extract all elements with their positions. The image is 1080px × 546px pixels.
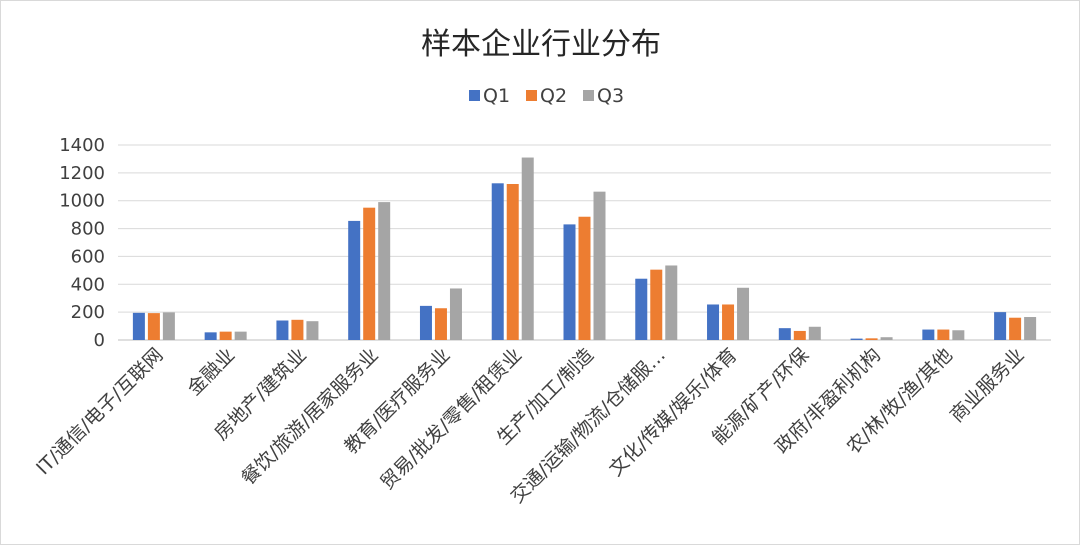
x-tick-label: 贸易/批发/零售/租赁业: [376, 344, 526, 494]
bar-q3: [880, 337, 893, 340]
x-tick-label: 金融业: [183, 344, 239, 400]
legend-swatch-q1: [469, 90, 480, 101]
y-tick-label: 600: [71, 246, 105, 267]
bar-q3: [378, 202, 391, 340]
legend: Q1 Q2 Q3: [469, 85, 624, 107]
bar-q2: [219, 331, 232, 340]
y-tick-label: 1400: [59, 135, 105, 156]
legend-label-q1: Q1: [483, 85, 510, 107]
y-axis-ticks: 0 200 400 600 800 1000 1200 1400: [59, 135, 105, 351]
bar-q2: [363, 207, 376, 340]
y-tick-label: 800: [71, 219, 105, 240]
bar-q1: [348, 220, 361, 340]
legend-swatch-q2: [526, 90, 537, 101]
bar-q2: [506, 184, 519, 340]
bar-q3: [306, 321, 319, 340]
bar-q1: [635, 278, 648, 340]
bar-q2: [147, 313, 160, 340]
bar-q2: [793, 330, 806, 340]
x-tick-label: IT/通信/电子/互联网: [32, 344, 167, 479]
legend-label-q2: Q2: [540, 85, 567, 107]
y-tick-label: 1000: [59, 191, 105, 212]
chart-title: 样本企业行业分布: [421, 27, 661, 62]
bar-q3: [449, 288, 462, 340]
bar-q1: [491, 183, 504, 340]
legend-swatch-q3: [583, 90, 594, 101]
bar-q2: [722, 304, 735, 340]
y-tick-label: 400: [71, 274, 105, 295]
bar-q1: [419, 305, 432, 340]
y-tick-label: 1200: [59, 163, 105, 184]
bar-q2: [937, 329, 950, 340]
legend-label-q3: Q3: [597, 85, 624, 107]
bar-q1: [778, 328, 791, 340]
bar-q3: [665, 265, 678, 340]
bars: [132, 157, 1037, 340]
x-axis-ticks: IT/通信/电子/互联网 金融业房地产/建筑业餐饮/旅游/居家服务业教育/医疗服务…: [32, 344, 1029, 507]
bar-q1: [132, 312, 145, 340]
bar-q2: [650, 269, 663, 340]
bar-q3: [521, 157, 534, 340]
bar-q1: [850, 338, 863, 340]
bar-q2: [434, 308, 447, 340]
bar-q2: [291, 319, 304, 340]
bar-q3: [808, 326, 821, 340]
bar-q3: [234, 331, 247, 340]
bar-q1: [204, 332, 217, 340]
y-tick-label: 200: [71, 302, 105, 323]
bar-q3: [737, 287, 750, 340]
bar-q1: [707, 304, 720, 340]
bar-q2: [865, 338, 878, 340]
x-tick-label: 商业服务业: [946, 344, 1029, 427]
x-tick-label: 文化/传媒/娱乐/体育: [605, 344, 742, 481]
bar-q1: [922, 329, 935, 340]
bar-q2: [578, 216, 591, 340]
bar-q1: [276, 320, 289, 340]
x-tick-label: 餐饮/旅游/居家服务业: [237, 344, 383, 490]
bar-q3: [162, 312, 175, 340]
bar-q3: [952, 330, 965, 340]
y-tick-label: 0: [94, 330, 105, 351]
bar-q1: [994, 312, 1007, 340]
bar-q3: [593, 191, 606, 340]
bar-q2: [1009, 317, 1022, 340]
bar-q1: [563, 224, 576, 340]
bar-q3: [1024, 317, 1037, 340]
